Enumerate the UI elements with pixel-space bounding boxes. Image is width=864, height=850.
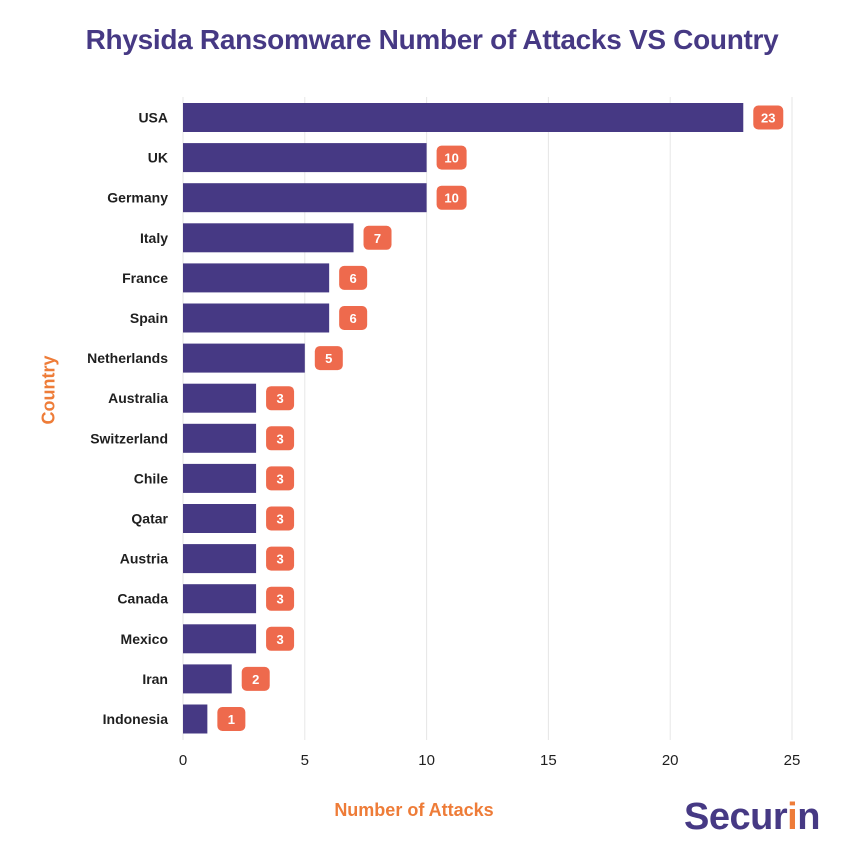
- x-tick-label: 10: [418, 752, 435, 769]
- logo-accent-letter: i: [787, 796, 798, 838]
- value-label: 7: [374, 231, 381, 246]
- value-label: 6: [350, 311, 357, 326]
- x-tick-label: 0: [179, 752, 187, 769]
- value-badge: [363, 225, 392, 250]
- category-label: Austria: [120, 551, 168, 567]
- category-label: USA: [138, 110, 168, 126]
- y-axis-title: Country: [38, 355, 59, 425]
- category-label: Indonesia: [103, 711, 169, 727]
- bar-netherlands: [183, 343, 305, 373]
- bar-france: [183, 263, 330, 293]
- bar-qatar: [183, 504, 257, 533]
- bar-usa: [183, 103, 744, 132]
- logo-text-tail: n: [797, 796, 820, 838]
- x-axis-title: Number of Attacks: [334, 800, 494, 820]
- category-label: Canada: [117, 591, 168, 607]
- value-badge: [314, 346, 343, 371]
- category-label: Spain: [130, 310, 168, 326]
- value-label: 6: [350, 271, 357, 286]
- bar-switzerland: [183, 423, 257, 453]
- x-tick-label: 15: [540, 752, 557, 769]
- value-labels: 23 10 10 7 6 6 5 3 3 3 3 3 3 3 2 1: [217, 105, 784, 731]
- x-tick-labels: 0 5 10 15 20 25: [179, 752, 801, 769]
- value-badge: [266, 546, 295, 571]
- value-badge: [217, 707, 246, 731]
- value-badge: [436, 145, 467, 170]
- bar-spain: [183, 303, 330, 333]
- value-label: 3: [276, 431, 283, 446]
- bar-austria: [183, 544, 257, 574]
- bars: [183, 103, 744, 734]
- value-badge: [266, 426, 295, 451]
- value-label: 2: [252, 672, 259, 687]
- category-label: Germany: [107, 190, 168, 206]
- value-badge: [339, 265, 368, 290]
- x-tick-label: 25: [784, 752, 801, 769]
- value-label: 3: [276, 592, 283, 607]
- bar-australia: [183, 383, 257, 413]
- x-tick-label: 20: [662, 752, 679, 769]
- value-label: 3: [276, 391, 283, 406]
- value-badge: [266, 626, 295, 651]
- x-tick-label: 5: [301, 752, 309, 769]
- bar-germany: [183, 183, 427, 213]
- value-label: 23: [761, 111, 775, 126]
- category-label: UK: [148, 150, 168, 166]
- bar-indonesia: [183, 704, 208, 734]
- value-label: 5: [325, 351, 332, 366]
- category-label: France: [122, 270, 168, 286]
- bar-uk: [183, 143, 427, 173]
- value-badge: [753, 105, 784, 130]
- bar-mexico: [183, 624, 257, 654]
- value-label: 10: [444, 191, 458, 206]
- securin-logo: Securin: [684, 796, 820, 839]
- category-label: Italy: [140, 230, 168, 246]
- value-badge: [266, 386, 295, 411]
- value-label: 1: [228, 712, 235, 727]
- category-label: Netherlands: [87, 350, 168, 366]
- bar-iran: [183, 664, 232, 694]
- category-label: Qatar: [131, 511, 168, 527]
- value-label: 3: [276, 552, 283, 567]
- value-badge: [266, 506, 295, 531]
- value-badge: [339, 306, 368, 330]
- logo-text-main: Secur: [684, 796, 788, 838]
- value-label: 10: [444, 151, 458, 166]
- category-labels: USA UK Germany Italy France Spain Netherlands A…: [87, 110, 168, 728]
- category-label: Iran: [142, 671, 168, 687]
- value-badge: [266, 466, 295, 491]
- value-label: 3: [276, 512, 283, 527]
- bar-chile: [183, 463, 257, 493]
- value-label: 3: [276, 632, 283, 647]
- bar-italy: [183, 223, 354, 253]
- value-badge: [266, 586, 295, 611]
- category-label: Switzerland: [90, 430, 168, 446]
- value-label: 3: [276, 471, 283, 486]
- value-badge: [436, 185, 467, 210]
- category-label: Chile: [134, 470, 168, 486]
- category-label: Australia: [108, 390, 168, 406]
- category-label: Mexico: [121, 631, 168, 647]
- chart-title: Rhysida Ransomware Number of Attacks VS …: [85, 24, 779, 55]
- value-badge: [241, 666, 270, 691]
- bar-canada: [183, 584, 257, 614]
